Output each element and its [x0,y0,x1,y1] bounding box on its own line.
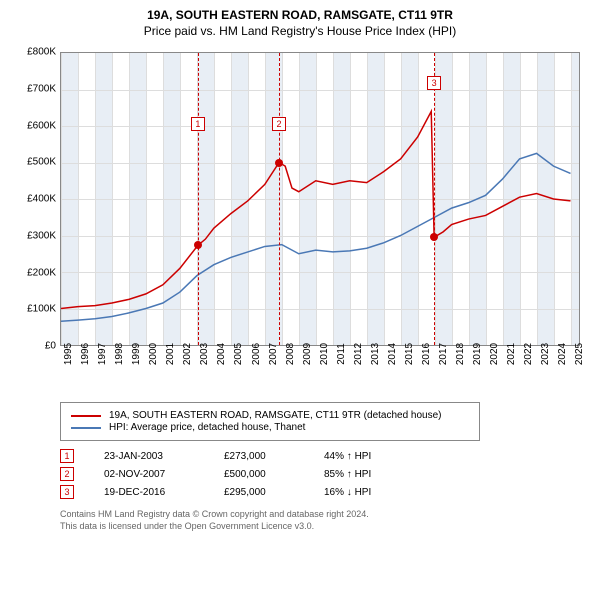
transaction-date: 23-JAN-2003 [104,451,194,462]
chart-area: 1 2 3 £0 £100K £200K £300K £400K £500K £600K £700… [12,46,588,396]
y-axis-label: £700K [12,83,56,94]
transaction-price: £295,000 [224,487,294,498]
y-axis-label: £400K [12,194,56,205]
legend-row: HPI: Average price, detached house, Than… [71,422,469,433]
chart-container: 19A, SOUTH EASTERN ROAD, RAMSGATE, CT11 … [0,0,600,540]
transaction-marker: 2 [60,467,74,481]
marker-label: 1 [191,117,205,131]
transaction-delta: 44% ↑ HPI [324,451,371,462]
transaction-row: 2 02-NOV-2007 £500,000 85% ↑ HPI [60,467,588,481]
legend-label: 19A, SOUTH EASTERN ROAD, RAMSGATE, CT11 … [109,410,442,421]
plot-region: 1 2 3 [60,52,580,346]
footnote-line-2: This data is licensed under the Open Gov… [60,521,588,533]
y-axis-label: £800K [12,47,56,58]
transaction-price: £500,000 [224,469,294,480]
chart-title: 19A, SOUTH EASTERN ROAD, RAMSGATE, CT11 … [12,8,588,22]
transaction-row: 3 19-DEC-2016 £295,000 16% ↓ HPI [60,485,588,499]
legend: 19A, SOUTH EASTERN ROAD, RAMSGATE, CT11 … [60,402,480,441]
transaction-marker: 1 [60,449,74,463]
transaction-date: 19-DEC-2016 [104,487,194,498]
footnote: Contains HM Land Registry data © Crown c… [60,509,588,532]
transaction-delta: 16% ↓ HPI [324,487,371,498]
marker-line [434,53,435,345]
marker-label: 2 [272,117,286,131]
y-axis-label: £100K [12,304,56,315]
marker-dot [194,241,202,249]
legend-row: 19A, SOUTH EASTERN ROAD, RAMSGATE, CT11 … [71,410,469,421]
chart-subtitle: Price paid vs. HM Land Registry's House … [12,24,588,38]
marker-dot [430,233,438,241]
x-axis-label: 2025 [574,343,600,365]
y-axis-label: £600K [12,120,56,131]
y-axis-label: £500K [12,157,56,168]
legend-swatch [71,415,101,417]
series-line [61,111,571,308]
transaction-delta: 85% ↑ HPI [324,469,371,480]
transaction-date: 02-NOV-2007 [104,469,194,480]
transaction-price: £273,000 [224,451,294,462]
y-axis-label: £200K [12,267,56,278]
y-axis-label: £300K [12,230,56,241]
transaction-marker: 3 [60,485,74,499]
transaction-row: 1 23-JAN-2003 £273,000 44% ↑ HPI [60,449,588,463]
marker-label: 3 [427,76,441,90]
y-axis-label: £0 [12,341,56,352]
marker-dot [275,159,283,167]
marker-line [198,53,199,345]
transaction-table: 1 23-JAN-2003 £273,000 44% ↑ HPI 2 02-NOV-200… [60,449,588,499]
legend-swatch [71,427,101,429]
marker-line [279,53,280,345]
legend-label: HPI: Average price, detached house, Than… [109,422,305,433]
footnote-line-1: Contains HM Land Registry data © Crown c… [60,509,588,521]
